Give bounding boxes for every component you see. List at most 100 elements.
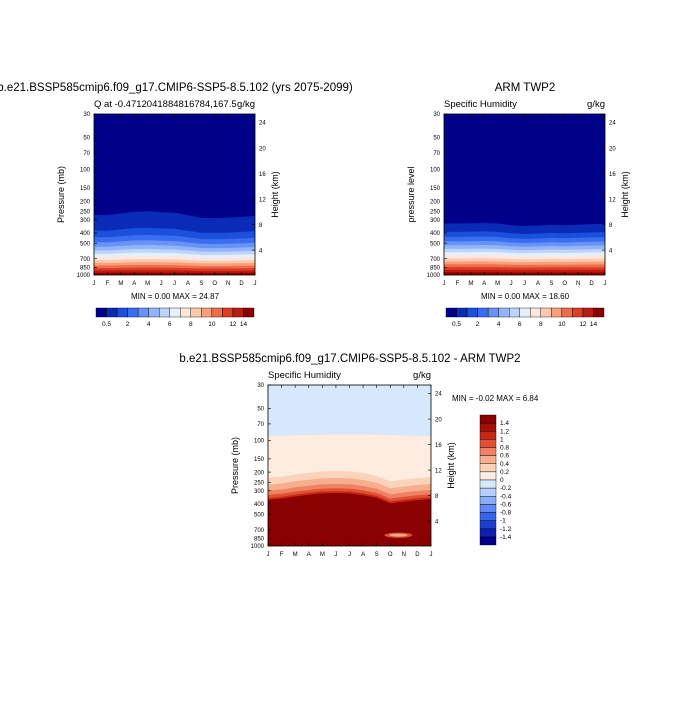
month-tick-label: J [523, 281, 526, 287]
height-tick-label: 12 [259, 197, 266, 203]
colorbar-swatch [593, 307, 605, 318]
pressure-tick-label: 30 [257, 383, 264, 389]
pressure-tick-label: 1000 [427, 273, 441, 279]
colorbar-swatch [479, 431, 497, 440]
panel-diff-colorbar: 1.41.210.80.60.40.20-0.2-0.4-0.6-0.8-1-1… [479, 414, 512, 546]
colorbar-label: 0 [500, 477, 504, 484]
colorbar-label: 2 [126, 321, 130, 328]
colorbar-label: 10 [558, 321, 566, 328]
month-tick-label: S [549, 281, 553, 287]
height-tick-label: 12 [609, 197, 616, 203]
pressure-tick-label: 100 [80, 167, 91, 173]
month-tick-label: J [604, 281, 607, 287]
colorbar-label: 0.6 [500, 453, 509, 460]
colorbar-swatch [137, 307, 149, 318]
colorbar-label: 0.4 [500, 461, 509, 468]
pressure-tick-label: 30 [83, 112, 90, 118]
colorbar-swatch [582, 307, 594, 318]
month-tick-label: A [482, 281, 486, 287]
pressure-tick-label: 70 [433, 151, 440, 157]
height-tick-label: 16 [259, 172, 266, 178]
month-tick-label: M [118, 281, 123, 287]
contour-band [268, 493, 431, 546]
colorbar-swatch [201, 307, 213, 318]
month-tick-label: M [495, 281, 500, 287]
colorbar-label: 6 [518, 321, 522, 328]
panel-obs-title: ARM TWP2 [495, 82, 556, 94]
panel-model-title: b.e21.BSSP585cmip6.f09_g17.CMIP6-SSP5-8.… [0, 82, 353, 94]
panel-obs: ARM TWP2 Specific Humidity g/kg 30 50 70 10… [406, 82, 630, 328]
colorbar-swatch [479, 471, 497, 481]
colorbar-label: 1 [500, 436, 504, 443]
pressure-tick-label: 50 [257, 407, 264, 413]
pressure-tick-label: 500 [430, 241, 441, 247]
month-tick-label: J [443, 281, 446, 287]
colorbar-swatch [127, 307, 139, 318]
colorbar-swatch [561, 307, 573, 318]
panel-diff-unit-label: g/kg [413, 370, 431, 381]
humidity-field [444, 114, 605, 275]
colorbar-label: 14 [240, 321, 248, 328]
y-axis-title: pressure level [406, 166, 416, 222]
month-tick-label: O [562, 281, 567, 287]
month-tick-label: J [160, 281, 163, 287]
colorbar-swatch [106, 307, 118, 318]
pressure-tick-label: 850 [254, 537, 265, 543]
pressure-tick-label: 1000 [251, 544, 265, 550]
pressure-tick-label: 300 [80, 218, 91, 224]
month-tick-label: A [361, 552, 365, 558]
panel-obs-unit-label: g/kg [587, 99, 605, 110]
height-tick-label: 8 [609, 223, 613, 229]
month-tick-label: D [239, 281, 244, 287]
colorbar-label: 1.4 [500, 420, 509, 427]
height-tick-label: 16 [435, 443, 442, 449]
height-tick-label: 8 [259, 223, 263, 229]
height-tick-label: 24 [435, 392, 442, 398]
y-axis-title-right: Height (km) [620, 171, 630, 218]
colorbar-swatch [479, 504, 497, 513]
height-tick-label: 4 [259, 248, 263, 254]
colorbar-label: -1.4 [500, 534, 512, 541]
month-tick-label: J [173, 281, 176, 287]
colorbar-swatch [116, 307, 128, 318]
pressure-tick-label: 700 [80, 257, 91, 263]
height-tick-label: 4 [609, 248, 613, 254]
panel-model-minmax: MIN = 0.00 MAX = 24.87 [131, 292, 220, 301]
colorbar-label: 8 [539, 321, 543, 328]
month-tick-label: N [402, 552, 406, 558]
month-tick-label: M [145, 281, 150, 287]
month-tick-label: D [415, 552, 420, 558]
y-axis-title-right: Height (km) [446, 442, 456, 489]
panel-model-unit-label: g/kg [237, 99, 255, 110]
colorbar-swatch [498, 307, 510, 318]
colorbar-label: 0.2 [500, 469, 509, 476]
pressure-tick-label: 850 [430, 266, 441, 272]
colorbar-swatch [519, 307, 531, 318]
pressure-tick-label: 200 [254, 470, 265, 476]
height-tick-label: 20 [259, 146, 266, 152]
colorbar-label: 4 [497, 321, 501, 328]
colorbar-swatch [479, 447, 497, 456]
panel-diff-left-label: Specific Humidity [268, 370, 341, 381]
month-tick-label: M [468, 281, 473, 287]
month-tick-label: J [254, 281, 257, 287]
pressure-tick-label: 200 [430, 199, 441, 205]
colorbar-swatch [479, 536, 497, 546]
colorbar-swatch [540, 307, 552, 318]
panel-obs-left-label: Specific Humidity [444, 99, 517, 110]
colorbar-label: 14 [590, 321, 598, 328]
colorbar-swatch [148, 307, 160, 318]
pressure-tick-label: 50 [433, 136, 440, 142]
colorbar-swatch [477, 307, 489, 318]
colorbar-label: -0.8 [500, 510, 512, 517]
colorbar-swatch [180, 307, 191, 318]
colorbar-label: -1 [500, 518, 506, 525]
pressure-tick-label: 500 [80, 241, 91, 247]
colorbar-swatch [456, 307, 468, 318]
colorbar-swatch [479, 422, 497, 432]
month-tick-label: O [388, 552, 393, 558]
pressure-tick-label: 100 [254, 438, 265, 444]
colorbar-swatch [479, 455, 497, 464]
